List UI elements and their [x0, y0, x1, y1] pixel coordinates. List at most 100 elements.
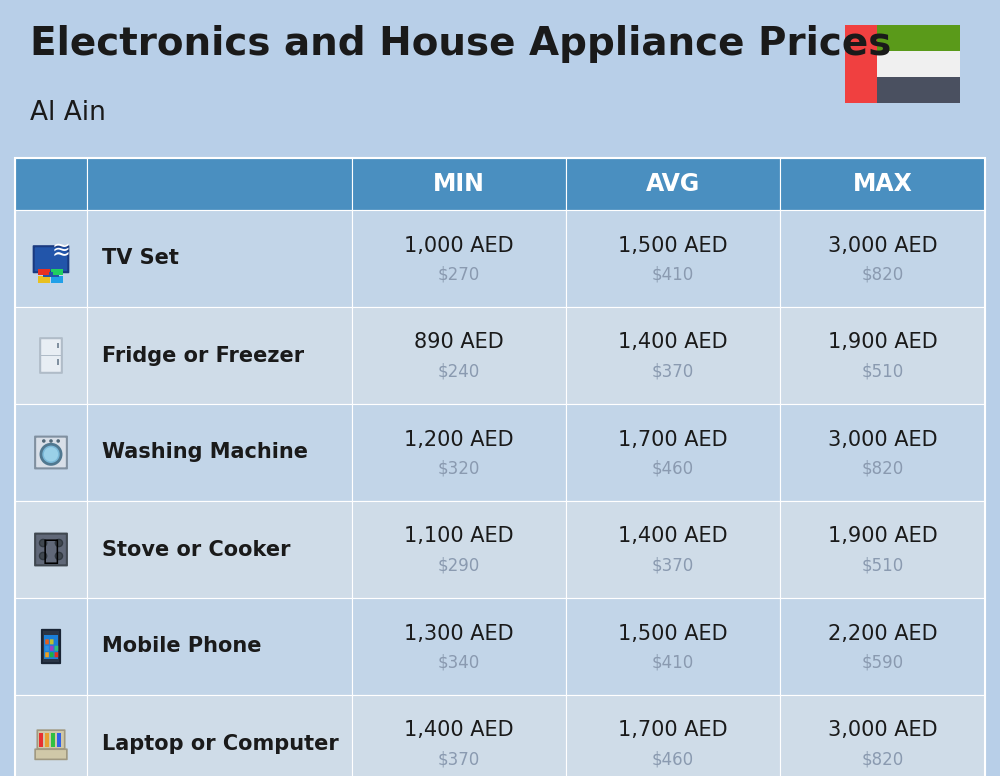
Bar [39, 733, 43, 747]
Circle shape [49, 439, 53, 443]
FancyBboxPatch shape [45, 639, 49, 644]
Bar [352, 695, 566, 776]
Text: 3,000 AED: 3,000 AED [828, 720, 937, 740]
Bar [780, 307, 985, 404]
Text: 3,000 AED: 3,000 AED [828, 429, 937, 449]
Text: Fridge or Freezer: Fridge or Freezer [102, 345, 304, 365]
Circle shape [44, 447, 58, 462]
FancyBboxPatch shape [55, 646, 58, 651]
FancyBboxPatch shape [40, 338, 62, 372]
Bar [352, 158, 566, 210]
Bar [57, 342, 59, 348]
Text: $820: $820 [861, 459, 904, 477]
Text: 2,200 AED: 2,200 AED [828, 623, 937, 643]
Bar [877, 25, 960, 50]
FancyBboxPatch shape [35, 750, 67, 760]
Bar [38, 276, 50, 283]
Bar [566, 158, 780, 210]
Bar [87, 501, 352, 598]
Bar [845, 25, 877, 103]
FancyBboxPatch shape [35, 437, 67, 469]
Circle shape [39, 553, 47, 559]
Text: AVG: AVG [646, 172, 700, 196]
Bar [15, 404, 87, 501]
Text: 1,700 AED: 1,700 AED [618, 720, 728, 740]
Bar [57, 733, 61, 747]
Text: 1,100 AED: 1,100 AED [404, 526, 514, 546]
Text: $290: $290 [438, 556, 480, 574]
Circle shape [41, 444, 61, 464]
Text: Stove or Cooker: Stove or Cooker [102, 539, 290, 559]
Bar [15, 158, 985, 776]
Text: 1,200 AED: 1,200 AED [404, 429, 514, 449]
Bar [43, 275, 59, 277]
FancyBboxPatch shape [34, 246, 68, 272]
Bar [87, 598, 352, 695]
FancyBboxPatch shape [50, 639, 54, 644]
Text: 1,000 AED: 1,000 AED [404, 235, 514, 255]
Bar [87, 404, 352, 501]
Bar [566, 501, 780, 598]
Bar [780, 501, 985, 598]
Circle shape [39, 539, 47, 546]
Text: $270: $270 [438, 265, 480, 283]
Text: Mobile Phone: Mobile Phone [102, 636, 262, 656]
FancyBboxPatch shape [55, 653, 58, 657]
FancyBboxPatch shape [50, 653, 54, 657]
Circle shape [42, 439, 46, 443]
Text: $510: $510 [861, 556, 904, 574]
Circle shape [55, 553, 63, 559]
Text: Washing Machine: Washing Machine [102, 442, 308, 462]
Bar [87, 695, 352, 776]
Bar [15, 158, 87, 210]
Text: $240: $240 [438, 362, 480, 380]
Text: $410: $410 [652, 265, 694, 283]
Bar [15, 501, 87, 598]
Bar [352, 404, 566, 501]
Bar [57, 359, 59, 365]
Text: 1,500 AED: 1,500 AED [618, 235, 728, 255]
Bar [877, 78, 960, 103]
Text: TV Set: TV Set [102, 248, 179, 268]
Bar [87, 307, 352, 404]
Bar [780, 158, 985, 210]
Text: $340: $340 [438, 653, 480, 671]
Text: $820: $820 [861, 750, 904, 768]
Bar [780, 210, 985, 307]
Text: 1,400 AED: 1,400 AED [618, 332, 728, 352]
Bar [15, 695, 87, 776]
Text: $410: $410 [652, 653, 694, 671]
Bar [15, 307, 87, 404]
Bar [566, 695, 780, 776]
Text: Laptop or Computer: Laptop or Computer [102, 733, 339, 753]
Text: $820: $820 [861, 265, 904, 283]
Bar [780, 598, 985, 695]
Text: Electronics and House Appliance Prices: Electronics and House Appliance Prices [30, 25, 891, 63]
Bar [51, 276, 63, 283]
Bar [877, 50, 960, 78]
Text: $370: $370 [652, 362, 694, 380]
Circle shape [55, 539, 63, 546]
Bar [15, 598, 87, 695]
Bar [352, 598, 566, 695]
Text: 1,700 AED: 1,700 AED [618, 429, 728, 449]
Text: 1,400 AED: 1,400 AED [618, 526, 728, 546]
Text: $460: $460 [652, 750, 694, 768]
Text: 890 AED: 890 AED [414, 332, 504, 352]
Bar [44, 635, 58, 660]
Text: MAX: MAX [853, 172, 912, 196]
Bar [566, 598, 780, 695]
Bar [38, 268, 50, 275]
Text: 1,400 AED: 1,400 AED [404, 720, 514, 740]
Bar [87, 210, 352, 307]
Text: 🔥: 🔥 [43, 537, 59, 565]
Text: 1,900 AED: 1,900 AED [828, 526, 937, 546]
FancyBboxPatch shape [35, 534, 67, 566]
Bar [15, 210, 87, 307]
Bar [352, 210, 566, 307]
Text: ≋: ≋ [52, 241, 71, 262]
Circle shape [56, 439, 60, 443]
Bar [87, 158, 352, 210]
Text: $590: $590 [861, 653, 904, 671]
Bar [352, 307, 566, 404]
